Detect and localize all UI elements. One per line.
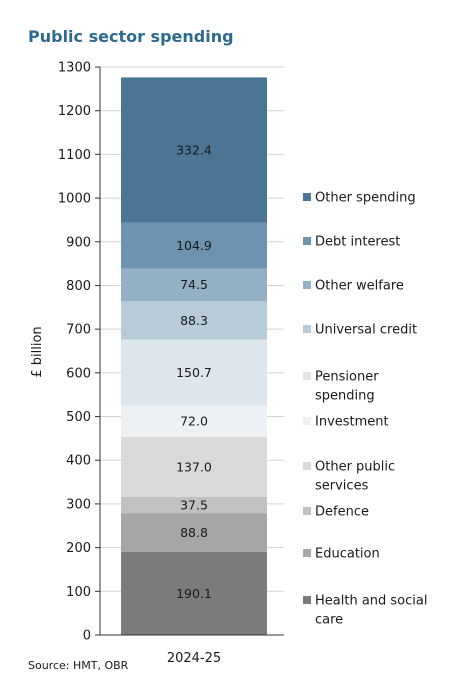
legend-label: Health and social	[315, 594, 427, 609]
bar-segment	[121, 339, 267, 406]
legend-label: Other public	[315, 460, 395, 475]
y-tick-label: 400	[66, 454, 91, 469]
y-tick-label: 1200	[58, 104, 91, 119]
data-label: 104.9	[176, 238, 212, 253]
y-axis-ticks: 0 100 200 300 400 500 600 700 800 900 1000 1100 1200…	[58, 61, 100, 644]
bar-segments	[121, 77, 267, 635]
x-tick-label: 2024-25	[167, 651, 221, 666]
segment-labels: 190.1 88.8 37.5 137.0 72.0 150.7 88.3 74.5 104.9…	[176, 143, 212, 601]
chart-title: Public sector spending	[28, 27, 234, 46]
legend-swatch	[303, 325, 311, 333]
legend-label: Defence	[315, 505, 369, 520]
legend-swatch	[303, 281, 311, 289]
legend-label: Other welfare	[315, 279, 404, 294]
legend-label: care	[315, 613, 343, 628]
legend-label: Other spending	[315, 191, 416, 206]
data-label: 37.5	[180, 497, 208, 512]
legend-swatch	[303, 462, 311, 470]
legend-label: Pensioner	[315, 370, 379, 385]
legend-label: Investment	[315, 415, 389, 430]
legend-label: spending	[315, 389, 375, 404]
bar-segment	[121, 268, 267, 302]
bar-segment	[121, 551, 267, 635]
bar-segment	[121, 405, 267, 437]
y-tick-label: 1000	[58, 192, 91, 207]
legend-swatch	[303, 417, 311, 425]
legend-label: Debt interest	[315, 235, 400, 250]
legend-swatch	[303, 193, 311, 201]
data-label: 88.3	[180, 313, 208, 328]
y-tick-label: 200	[66, 541, 91, 556]
y-tick-label: 500	[66, 410, 91, 425]
legend-label: Universal credit	[315, 323, 417, 338]
y-tick-label: 0	[83, 629, 91, 644]
y-tick-label: 300	[66, 497, 91, 512]
legend-swatch	[303, 372, 311, 380]
data-label: 74.5	[180, 277, 208, 292]
data-label: 150.7	[176, 365, 212, 380]
bar-segment	[121, 496, 267, 514]
legend-label: services	[315, 479, 369, 494]
source-note: Source: HMT, OBR	[28, 659, 129, 672]
bar-segment	[121, 77, 267, 223]
y-tick-label: 1100	[58, 148, 91, 163]
y-tick-label: 600	[66, 366, 91, 381]
y-tick-label: 1300	[58, 61, 91, 76]
legend: Health and social care Education Defence Oth…	[303, 191, 427, 628]
y-axis-label: £ billion	[30, 326, 45, 377]
data-label: 72.0	[180, 414, 208, 429]
legend-swatch	[303, 507, 311, 515]
data-label: 137.0	[176, 459, 212, 474]
legend-swatch	[303, 596, 311, 604]
y-tick-label: 900	[66, 235, 91, 250]
legend-label: Education	[315, 547, 380, 562]
bar-segment	[121, 436, 267, 497]
data-label: 332.4	[176, 143, 212, 158]
bar-segment	[121, 222, 267, 269]
data-label: 190.1	[176, 586, 212, 601]
bar-segment	[121, 301, 267, 340]
legend-swatch	[303, 237, 311, 245]
legend-swatch	[303, 549, 311, 557]
y-tick-label: 700	[66, 323, 91, 338]
y-tick-label: 100	[66, 585, 91, 600]
y-tick-label: 800	[66, 279, 91, 294]
bar-segment	[121, 513, 267, 552]
data-label: 88.8	[180, 525, 208, 540]
